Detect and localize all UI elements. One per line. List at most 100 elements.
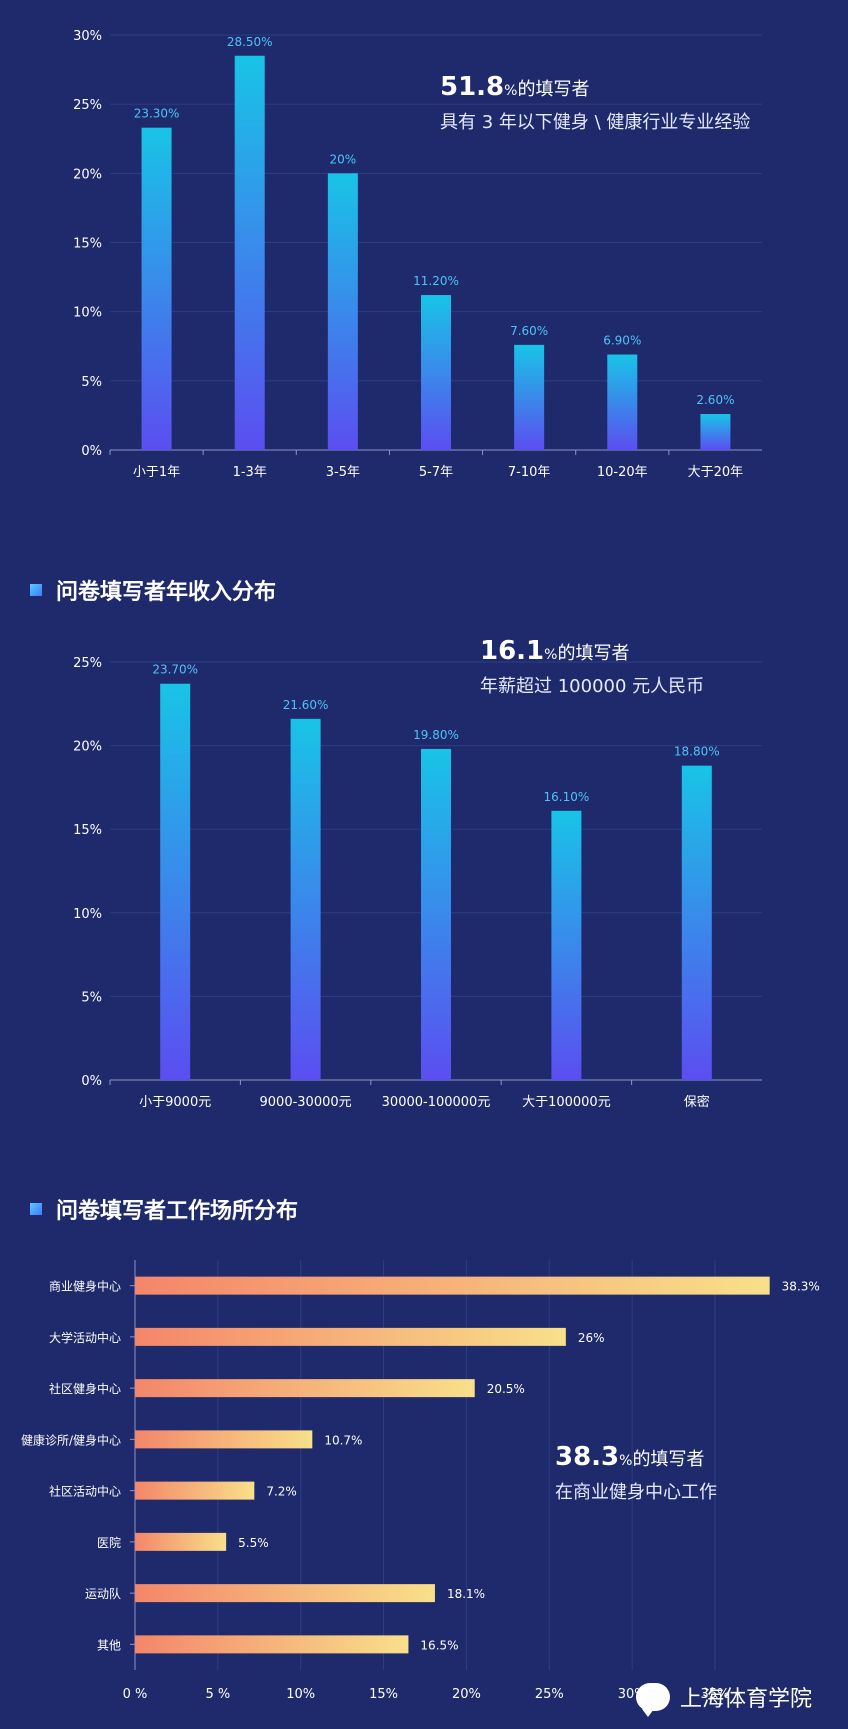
bar-value-label: 7.2% [266,1485,297,1499]
y-tick-label: 10% [73,306,102,321]
bar-value-label: 16.5% [420,1638,458,1652]
bar [135,1379,475,1398]
x-tick-label: 3-5年 [326,465,360,480]
y-tick-label: 25% [73,98,102,113]
bar-value-label: 5.5% [238,1536,269,1550]
bar [421,748,451,1080]
bar [421,295,451,450]
note-number: 38.3 [555,1442,620,1472]
bar-value-label: 2.60% [696,393,734,407]
bar-value-label: 11.20% [413,274,459,288]
bar-value-label: 19.80% [413,728,459,742]
bar-value-label: 21.60% [283,698,329,712]
note-suffix: 的填写者 [632,1449,705,1470]
bar [135,1327,566,1346]
x-tick-label: 10-20年 [597,465,648,480]
note-percent: % [544,647,558,663]
y-tick-label: 0% [81,444,102,459]
note-percent: % [619,1453,633,1469]
x-tick-label: 1-3年 [233,465,267,480]
y-tick-label: 10% [73,907,102,922]
bar [551,810,582,1080]
y-tick-label: 其他 [97,1638,121,1652]
bar [135,1276,770,1295]
bar [327,173,358,451]
section-marker-icon [30,584,42,596]
x-tick-label: 30000-100000元 [382,1095,491,1110]
y-tick-label: 20% [73,740,102,755]
bar [160,683,191,1080]
y-tick-label: 20% [73,167,102,182]
bar-value-label: 20% [330,152,357,166]
section-title-text: 问卷填写者年收入分布 [56,580,277,605]
y-tick-label: 健康诊所/健身中心 [21,1432,121,1447]
y-tick-label: 0% [81,1074,102,1089]
bar-value-label: 16.10% [544,790,590,804]
bar [607,354,638,450]
income-note: 16.1%的填写者 年薪超过 100000 元人民币 [480,636,704,698]
bar-value-label: 18.80% [674,745,720,759]
x-tick-label: 25% [535,1687,564,1702]
x-tick-label: 大于100000元 [522,1095,611,1110]
income-bar-chart: 0% 5% 10% 15% 20% 25% 23.70% 小于9000元 21.60% 9000-… [73,656,762,1110]
note-percent: % [504,83,518,99]
x-tick-label: 0 % [123,1687,148,1702]
section-title-workplace: 问卷填写者工作场所分布 [30,1193,298,1225]
bar [135,1481,255,1500]
bar-value-label: 26% [578,1331,605,1345]
x-tick-label: 保密 [684,1094,710,1110]
bar [135,1532,227,1551]
note-number: 51.8 [440,72,505,102]
bar [700,414,731,450]
x-tick-label: 小于9000元 [139,1095,211,1110]
x-tick-label: 10% [286,1687,315,1702]
wechat-icon [635,1683,670,1717]
bar-value-label: 23.70% [152,663,198,677]
note-suffix: 的填写者 [517,79,590,100]
x-tick-label: 35% [701,1687,730,1702]
y-tick-label: 5% [81,990,102,1005]
workplace-note: 38.3%的填写者 在商业健身中心工作 [555,1442,717,1504]
section-title-income: 问卷填写者年收入分布 [30,574,276,606]
workplace-bar-chart: 0 % 5 % 10% 15% 20% 25% 30% 35%38.3%商业健身中心26%大学… [21,1260,820,1702]
x-tick-label: 7-10年 [508,465,551,480]
bar-value-label: 28.50% [227,35,273,49]
x-tick-label: 9000-30000元 [260,1095,352,1110]
section-marker-icon [30,1203,42,1215]
y-tick-label: 15% [73,237,102,252]
y-tick-label: 15% [73,823,102,838]
y-tick-label: 商业健身中心 [49,1279,121,1294]
x-tick-label: 小于1年 [133,465,180,480]
bar-value-label: 20.5% [487,1382,525,1396]
y-tick-label: 医院 [97,1536,121,1550]
y-tick-label: 30% [73,29,102,44]
y-tick-label: 5% [81,375,102,390]
y-tick-label: 社区活动中心 [49,1484,121,1499]
bar [135,1584,435,1603]
bar [141,127,172,450]
x-tick-label: 15% [369,1687,398,1702]
note-detail: 具有 3 年以下健身 \ 健康行业专业经验 [440,112,751,133]
footer-text: 上海体育学院 [679,1687,812,1712]
bar-value-label: 38.3% [782,1280,820,1294]
experience-bar-chart: 0% 5% 10% 15% 20% 25% 30% 23.30% 小于1年 28.50% 1-3年 2… [73,29,762,480]
experience-note: 51.8%的填写者 具有 3 年以下健身 \ 健康行业专业经验 [440,72,750,134]
section-title-text: 问卷填写者工作场所分布 [56,1199,299,1224]
y-tick-label: 大学活动中心 [49,1330,121,1345]
x-tick-label: 大于20年 [688,465,744,480]
y-tick-label: 25% [73,656,102,671]
bar [514,344,545,450]
note-number: 16.1 [480,636,545,666]
note-detail: 在商业健身中心工作 [555,1482,717,1503]
bar-value-label: 10.7% [324,1433,362,1447]
note-suffix: 的填写者 [557,643,630,664]
bar-value-label: 6.90% [603,334,641,348]
bar [681,765,712,1080]
note-detail: 年薪超过 100000 元人民币 [480,676,705,697]
x-tick-label: 5-7年 [419,465,453,480]
x-tick-label: 5 % [205,1687,230,1702]
bar-value-label: 18.1% [447,1587,485,1601]
bar-value-label: 23.30% [134,107,180,121]
x-tick-label: 20% [452,1687,481,1702]
